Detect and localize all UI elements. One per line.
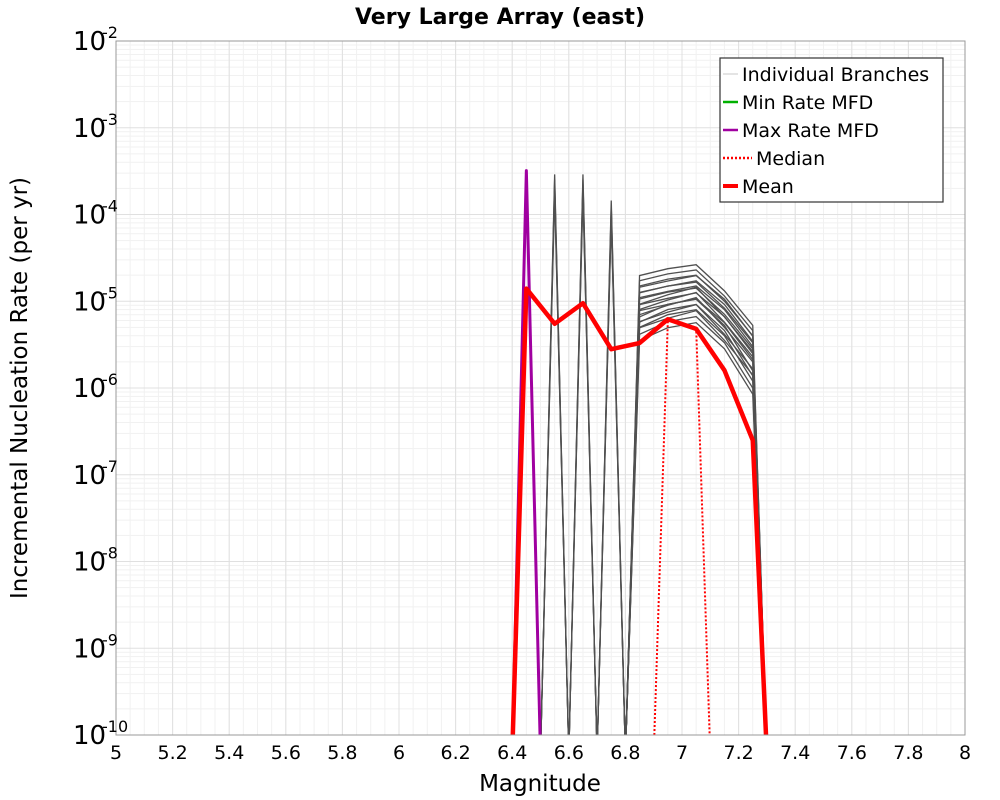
- y-tick-label: 10-5: [73, 283, 118, 317]
- branch-line: [540, 174, 569, 735]
- y-tick-exponent: -2: [102, 23, 118, 42]
- x-tick-label: 7.6: [837, 742, 867, 764]
- chart-title: Very Large Array (east): [355, 5, 645, 30]
- y-tick-label: 10-2: [73, 23, 118, 57]
- y-tick-label: 10-8: [73, 544, 118, 578]
- legend-item: Mean: [723, 176, 794, 198]
- x-tick-label: 5.6: [271, 742, 301, 764]
- y-tick-base: 10: [73, 27, 106, 57]
- y-tick-exponent: -9: [102, 630, 118, 649]
- y-tick-exponent: -8: [102, 544, 118, 563]
- y-tick-label: 10-10: [73, 717, 128, 751]
- y-tick-base: 10: [73, 461, 106, 491]
- legend-label: Min Rate MFD: [742, 92, 873, 114]
- x-tick-label: 7: [676, 742, 688, 764]
- x-tick-label: 5.2: [157, 742, 187, 764]
- legend-label: Individual Branches: [742, 64, 929, 86]
- x-axis-label: Magnitude: [479, 771, 601, 797]
- y-tick-base: 10: [73, 201, 106, 231]
- y-tick-exponent: -3: [102, 110, 118, 129]
- x-tick-label: 6.8: [610, 742, 640, 764]
- legend-label: Mean: [742, 176, 794, 198]
- y-tick-base: 10: [73, 287, 106, 317]
- y-tick-base: 10: [73, 634, 106, 664]
- legend: Individual Branches Min Rate MFD Max Rate …: [719, 57, 944, 203]
- y-tick-exponent: -7: [102, 457, 118, 476]
- y-tick-label: 10-9: [73, 630, 118, 664]
- legend-item: Min Rate MFD: [723, 92, 873, 114]
- legend-item: Max Rate MFD: [723, 120, 879, 142]
- x-tick-label: 6.6: [554, 742, 584, 764]
- branch-line: [568, 174, 598, 735]
- plot-frame: [115, 40, 966, 736]
- y-tick-exponent: -4: [102, 197, 118, 216]
- x-tick-label: 6.2: [440, 742, 470, 764]
- x-tick-label: 7.8: [893, 742, 923, 764]
- legend-item: Median: [723, 148, 825, 170]
- y-tick-labels: 10-210-310-410-510-610-710-810-910-10: [73, 23, 128, 751]
- y-tick-exponent: -6: [102, 370, 118, 389]
- branch-line: [625, 274, 767, 735]
- branch-line: [625, 298, 767, 735]
- mean-line: [510, 286, 769, 735]
- y-tick-base: 10: [73, 548, 106, 578]
- y-tick-base: 10: [73, 721, 106, 751]
- x-tick-label: 8: [959, 742, 971, 764]
- y-axis-label: Incremental Nucleation Rate (per yr): [7, 177, 33, 599]
- legend-box: [719, 57, 944, 203]
- x-tick-label: 6.4: [497, 742, 527, 764]
- x-tick-label: 5.4: [214, 742, 244, 764]
- y-tick-base: 10: [73, 374, 106, 404]
- x-tick-label: 6: [393, 742, 405, 764]
- y-tick-label: 10-7: [73, 457, 118, 491]
- legend-item: Individual Branches: [723, 64, 929, 86]
- y-tick-base: 10: [73, 114, 106, 144]
- x-tick-label: 7.4: [780, 742, 810, 764]
- x-tick-label: 7.2: [723, 742, 753, 764]
- x-tick-label: 5: [110, 742, 122, 764]
- legend-label: Median: [756, 148, 825, 170]
- legend-label: Max Rate MFD: [742, 120, 879, 142]
- y-tick-label: 10-4: [73, 197, 118, 231]
- y-tick-label: 10-6: [73, 370, 118, 404]
- branch-line: [625, 286, 767, 735]
- x-tick-label: 5.8: [327, 742, 357, 764]
- y-tick-label: 10-3: [73, 110, 118, 144]
- y-tick-exponent: -10: [102, 717, 128, 736]
- x-tick-labels: 5 5.2 5.4 5.6 5.8 6 6.2 6.4 6.6 6.8 7 7.2 7.4 7.6 7.8 8: [110, 742, 971, 764]
- branch-line: [596, 200, 626, 735]
- branch-line: [625, 264, 767, 735]
- plot-lines: [510, 169, 769, 735]
- y-tick-exponent: -5: [102, 283, 118, 302]
